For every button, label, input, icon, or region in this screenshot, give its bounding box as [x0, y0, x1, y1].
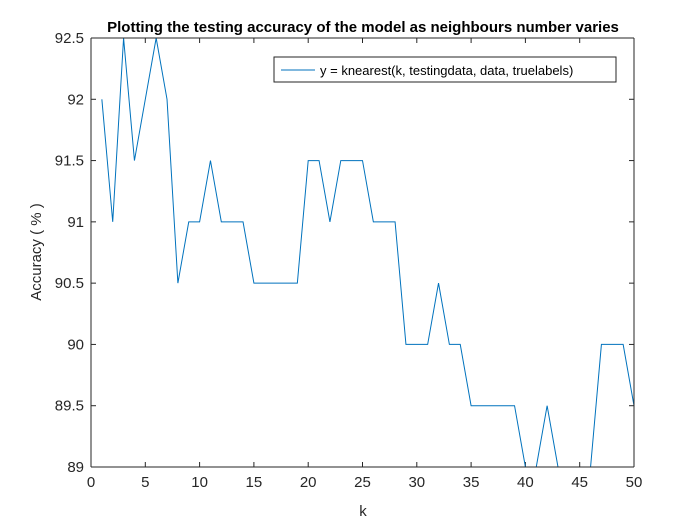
y-axis-label: Accuracy ( % ) — [28, 203, 45, 301]
y-tick-label: 92.5 — [55, 30, 84, 47]
series-group — [101, 37, 635, 468]
x-tick-label: 15 — [246, 474, 263, 491]
tick-group: 0 5 10 15 20 25 30 35 40 45 50 89 89.5 90 90.5 91 91.5 92… — [55, 30, 643, 491]
x-tick-label: 35 — [463, 474, 480, 491]
series-line — [101, 37, 635, 468]
y-tick-label: 91.5 — [55, 153, 84, 170]
x-tick-label: 20 — [300, 474, 317, 491]
legend-label: y = knearest(k, testingdata, data, truel… — [320, 63, 573, 78]
x-tick-label: 45 — [571, 474, 588, 491]
x-axis-label: k — [359, 503, 367, 520]
y-tick-label: 92 — [67, 91, 84, 108]
legend: y = knearest(k, testingdata, data, truel… — [273, 56, 617, 83]
y-tick-label: 90 — [67, 336, 84, 353]
plot-area — [91, 38, 634, 467]
y-tick-label: 91 — [67, 214, 84, 231]
x-tick-label: 10 — [191, 474, 208, 491]
y-tick-label: 89 — [67, 459, 84, 476]
legend-box — [273, 56, 617, 83]
x-tick-label: 40 — [517, 474, 534, 491]
x-tick-label: 50 — [626, 474, 643, 491]
x-tick-label: 25 — [354, 474, 371, 491]
x-tick-label: 30 — [408, 474, 425, 491]
chart-title: Plotting the testing accuracy of the mod… — [107, 19, 619, 36]
x-tick-label: 0 — [87, 474, 95, 491]
x-tick-label: 5 — [141, 474, 149, 491]
y-tick-label: 90.5 — [55, 275, 84, 292]
y-tick-label: 89.5 — [55, 398, 84, 415]
